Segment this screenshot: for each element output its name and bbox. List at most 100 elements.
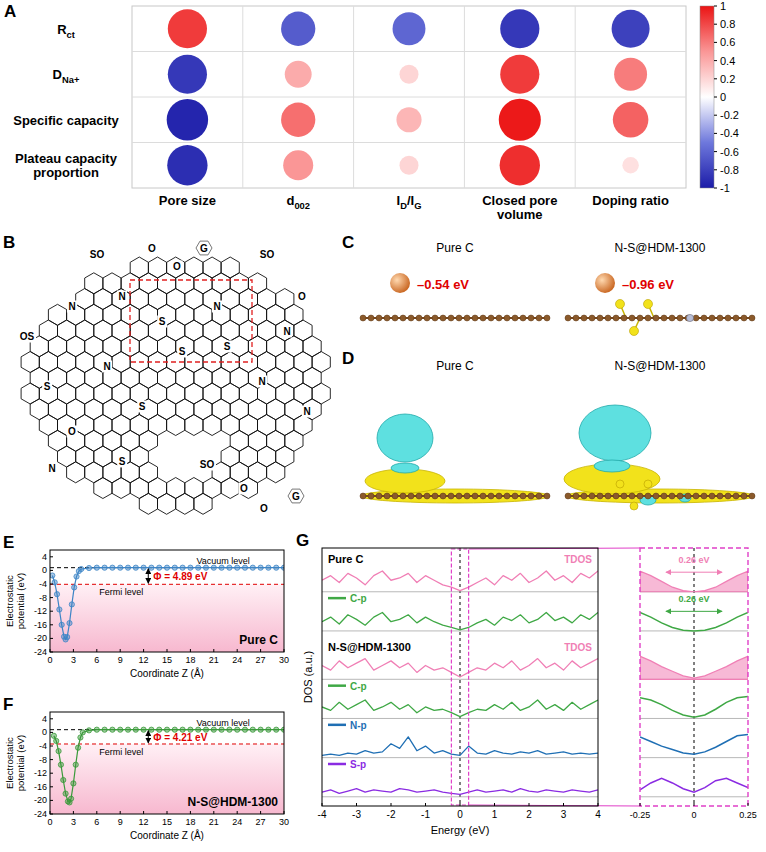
series-swatch — [328, 597, 346, 600]
bubble — [500, 145, 540, 185]
carbon-atom — [488, 493, 494, 499]
y-tick-label: -12 — [34, 606, 47, 616]
marker — [94, 727, 99, 732]
marker — [73, 762, 78, 767]
carbon-atom — [432, 493, 438, 499]
y-tick-label: 4 — [42, 552, 47, 562]
axis-title: Coordinate Z (Å) — [130, 829, 204, 841]
y-tick — [50, 773, 53, 774]
atom-label: SO — [260, 249, 275, 260]
x-tick — [694, 803, 695, 806]
carbon-atom — [496, 493, 502, 499]
atom-label-bg — [67, 301, 77, 313]
marker — [86, 728, 91, 733]
marker — [59, 622, 64, 627]
carbon-atom — [677, 315, 683, 321]
row-label: Plateau capacityproportion — [15, 151, 118, 180]
dos-curve — [322, 571, 598, 591]
y-tick-label: 0 — [42, 565, 47, 575]
x-tick-label: 0 — [691, 810, 696, 820]
marker — [102, 565, 107, 570]
marker — [258, 727, 263, 732]
grid-frame — [132, 6, 686, 188]
bubble — [396, 107, 421, 132]
marker — [258, 565, 263, 570]
atom-label: N — [103, 361, 110, 372]
x-tick-label: 6 — [94, 655, 99, 665]
series-label: C-p — [350, 593, 367, 604]
bubble — [281, 103, 315, 137]
gap-label: 0.26 eV — [678, 555, 709, 565]
plot-area — [50, 727, 284, 814]
carbon-atom — [637, 315, 643, 321]
atom-label-bg — [18, 331, 36, 343]
baseline — [640, 757, 748, 758]
model-title: N-S@HDM-1300 — [615, 359, 706, 373]
series-swatch — [328, 684, 346, 687]
marker — [125, 727, 130, 732]
marker — [274, 727, 279, 732]
x-tick-label: 18 — [185, 817, 195, 827]
series-label: S-p — [350, 759, 366, 770]
marker — [180, 565, 185, 570]
marker — [141, 727, 146, 732]
panel-structure: BSOOOGSOOSNNSNOSSNSNNSONSOOOGSN — [3, 233, 330, 515]
label-part: G — [414, 201, 421, 211]
marker — [72, 585, 77, 590]
inset-curve — [640, 778, 748, 792]
y-tick-label: -20 — [34, 795, 47, 805]
carbon-atom — [392, 315, 398, 321]
atom-label-bg — [47, 463, 57, 475]
x-tick-label: -3 — [352, 809, 361, 820]
bubble — [622, 157, 638, 173]
panel-charge-density: DPure CN-S@HDM-1300 — [342, 349, 755, 510]
marker — [110, 565, 115, 570]
bubble — [283, 150, 313, 180]
fermi-shade — [50, 584, 284, 652]
carbon-atom — [384, 315, 390, 321]
y-tick-label: -16 — [34, 782, 47, 792]
carbon-atom — [368, 315, 374, 321]
carbon-atom — [504, 315, 510, 321]
group-label: Pure C — [328, 553, 364, 565]
sodium-atom — [595, 273, 615, 293]
x-tick — [120, 811, 121, 814]
carbon-atom — [536, 493, 542, 499]
atom-label: S — [139, 401, 146, 412]
inset-area-curve — [640, 571, 748, 592]
x-tick — [190, 811, 191, 814]
atom-label: N — [258, 376, 265, 387]
depletion — [579, 405, 651, 461]
marker — [51, 733, 56, 738]
x-tick — [167, 811, 168, 814]
x-tick — [143, 811, 144, 814]
dos-curve — [322, 659, 598, 677]
atom-label-bg — [137, 401, 147, 413]
bubble — [168, 55, 207, 94]
atom-label: N — [283, 326, 290, 337]
x-tick-label: -4 — [318, 809, 327, 820]
panel-letter: F — [3, 695, 13, 714]
atom-label-bg — [258, 249, 276, 261]
atom-label-bg — [102, 361, 112, 373]
marker — [54, 592, 59, 597]
atom-label: G — [200, 243, 208, 254]
marker — [211, 727, 216, 732]
x-tick — [494, 803, 495, 806]
atom-label-bg — [212, 301, 222, 313]
colorbar-tick — [714, 42, 717, 43]
marker — [219, 565, 224, 570]
x-tick — [529, 803, 530, 806]
x-tick — [73, 649, 74, 652]
carbon-atom — [376, 493, 382, 499]
colorbar-tick — [714, 133, 717, 134]
atom-label: N — [118, 291, 125, 302]
bubble — [285, 61, 312, 88]
y-tick-label: -4 — [39, 741, 47, 751]
atom-label-bg — [42, 381, 52, 393]
carbon-atom — [448, 315, 454, 321]
group-label: N-S@HDM-1300 — [328, 641, 411, 653]
y-tick — [50, 718, 53, 719]
label-line: Pore size — [159, 193, 216, 208]
atom-label: O — [68, 426, 76, 437]
